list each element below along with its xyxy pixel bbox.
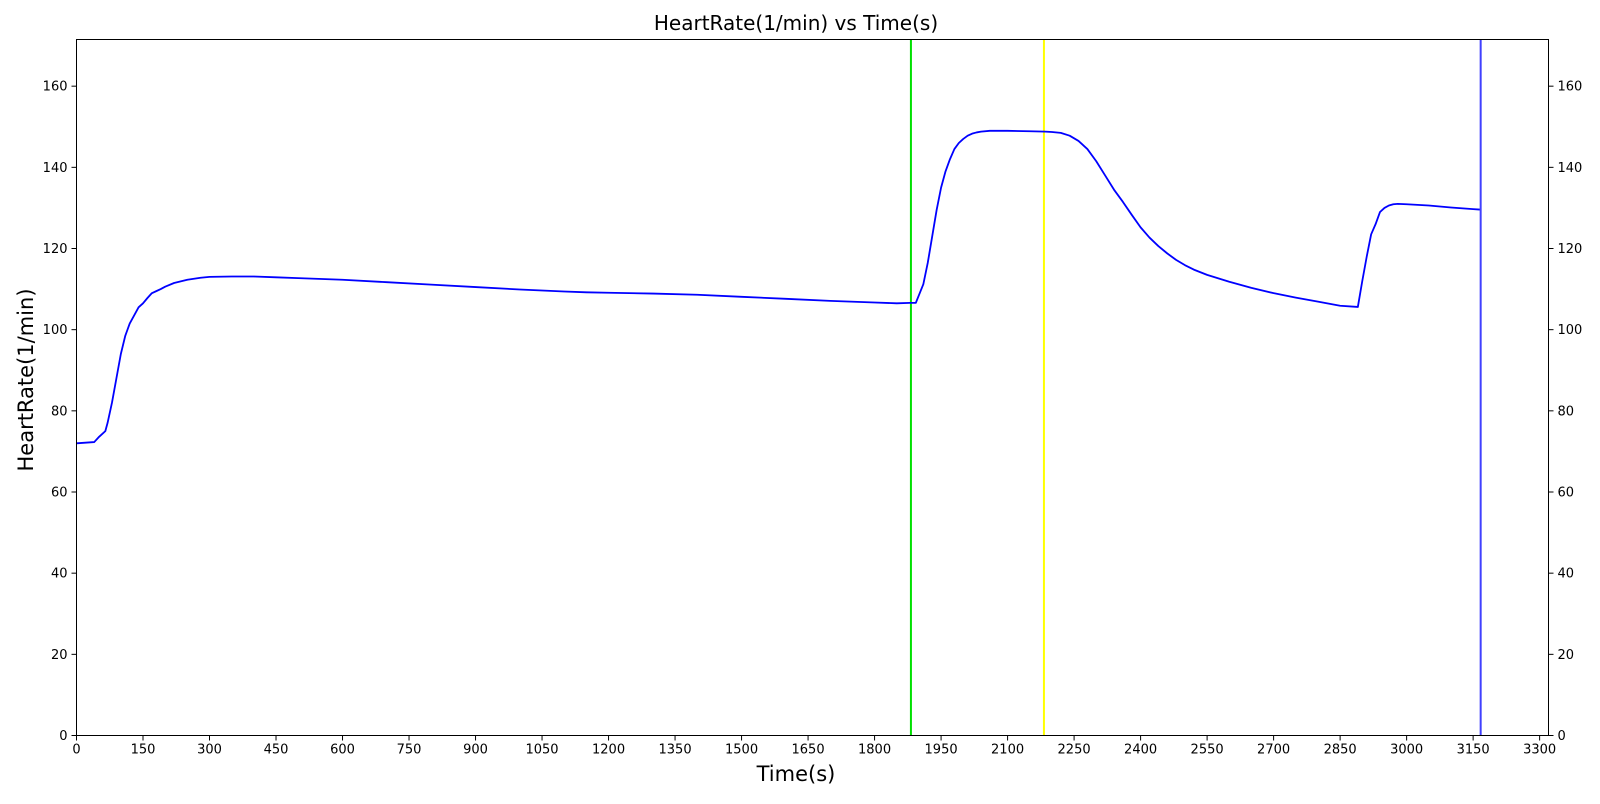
y-tick-label-right: 20: [1558, 648, 1575, 663]
x-tick-label: 2250: [1058, 743, 1091, 758]
x-tick-label: 3150: [1457, 743, 1490, 758]
x-tick-label: 1800: [858, 743, 891, 758]
y-axis-title: HeartRate(1/min): [14, 288, 38, 471]
heart-rate-line: [76, 129, 1480, 445]
x-tick-label: 2850: [1324, 743, 1357, 758]
plot-frame: [76, 39, 1549, 736]
y-tick-label-right: 0: [1558, 729, 1566, 744]
y-tick-label-left: 160: [43, 80, 68, 95]
x-tick-label: 1500: [725, 743, 758, 758]
x-tick-label: 0: [72, 743, 80, 758]
x-tick-label: 900: [463, 743, 488, 758]
y-tick-label-left: 60: [51, 486, 68, 501]
y-tick-label-right: 80: [1558, 404, 1575, 419]
x-tick-label: 2400: [1124, 743, 1157, 758]
y-tick-label-left: 120: [43, 242, 68, 257]
y-tick-label-left: 80: [51, 404, 68, 419]
vertical-marker-lines: [909, 39, 1482, 736]
x-tick-label: 1200: [592, 743, 625, 758]
y-tick-label-right: 40: [1558, 567, 1575, 582]
y-tick-label-right: 160: [1558, 80, 1583, 95]
y-tick-label-left: 0: [59, 729, 67, 744]
x-tick-label: 3000: [1390, 743, 1423, 758]
y-tick-label-left: 20: [51, 648, 68, 663]
series-layer: [76, 129, 1480, 445]
x-tick-label: 750: [397, 743, 422, 758]
y-tick-label-left: 40: [51, 567, 68, 582]
y-tick-label-right: 120: [1558, 242, 1583, 257]
y-tick-label-right: 140: [1558, 161, 1583, 176]
x-tick-label: 150: [131, 743, 156, 758]
y-tick-label-left: 140: [43, 161, 68, 176]
y-tick-label-right: 100: [1558, 323, 1583, 338]
x-tick-label: 2700: [1257, 743, 1290, 758]
y-tick-label-left: 100: [43, 323, 68, 338]
x-tick-label: 2550: [1191, 743, 1224, 758]
x-tick-label: 1650: [792, 743, 825, 758]
y-axis-right-ticks: 0 20 40 60 80 100 120 140 160: [1548, 80, 1583, 744]
x-tick-label: 1950: [925, 743, 958, 758]
x-tick-label: 300: [197, 743, 222, 758]
x-axis-title: Time(s): [756, 762, 836, 786]
x-tick-label: 1350: [659, 743, 692, 758]
y-tick-label-right: 60: [1558, 486, 1575, 501]
x-axis-ticks: 0 150 300 450 600 750 900 1050 1200 1350 1500 1650 1…: [72, 735, 1556, 758]
y-axis-left-ticks: 0 20 40 60 80 100 120 140 160: [43, 80, 77, 744]
chart-title: HeartRate(1/min) vs Time(s): [654, 11, 938, 35]
x-tick-label: 600: [330, 743, 355, 758]
x-tick-label: 450: [264, 743, 289, 758]
x-tick-label: 2100: [991, 743, 1024, 758]
x-tick-label: 1050: [525, 743, 558, 758]
x-tick-label: 3300: [1523, 743, 1556, 758]
